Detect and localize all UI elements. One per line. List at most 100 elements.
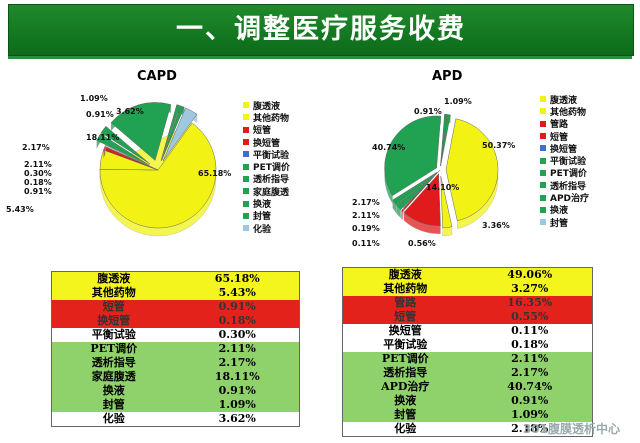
legend-label: 换液 [253,200,272,211]
legend-label: 腹透液 [253,101,281,112]
table-cell-label: 换短管 [97,314,131,327]
legend-item: 腹透液 [243,99,290,112]
table-cell-value: 0.18% [218,314,256,327]
pie-data-label: 1.09% [444,97,472,106]
table-cell-label: PET调价 [90,342,138,355]
pie-slice [384,115,441,196]
legend-swatch [243,151,249,158]
table-cell-label: 透析指导 [91,356,136,369]
legend-swatch [540,219,546,226]
legend-swatch [540,120,546,127]
pie-slice [162,107,198,162]
table-row: 家庭腹透 18.11% [51,370,300,384]
table-cell-label: 封管 [394,408,417,421]
pie-slice-side [401,210,403,221]
table-cell-label: PET调价 [381,352,429,365]
capd-cost-table: 腹透液 65.18% 其他药物 5.43% 短管 0.91% 换短管 0.18% 平衡试验 0.3… [51,271,300,427]
table-cell-value: 0.30% [218,328,256,341]
table-cell-value: 40.74% [507,380,553,393]
pie-data-label: 0.11% [352,239,380,248]
table-cell-label: 换液 [102,384,125,397]
table-row: 换液 0.91% [51,384,300,398]
legend-item: 换短管 [540,142,589,155]
table-cell-value: 2.11% [218,342,256,355]
table-cell-label: 腹透液 [97,272,131,285]
table-row: 透析指导 2.17% [51,356,300,370]
legend-swatch [243,139,249,146]
legend-label: 短管 [253,126,272,137]
legend-item: PET调价 [540,167,589,179]
legend-label: APD治疗 [550,194,590,205]
table-row: 封管 1.09% [51,398,300,412]
table-row: 腹透液 49.06% [342,267,593,282]
legend-swatch [243,102,249,109]
table-row: PET调价 2.11% [342,352,593,366]
table-cell-value: 1.09% [218,398,256,411]
legend-item: 换液 [540,204,589,216]
legend-label: 管路 [550,120,569,131]
table-row: 换短管 0.11% [342,324,593,338]
pie-data-label: 0.91% [414,107,442,116]
title-underline [8,56,632,59]
pie-slice [445,118,499,221]
pie-data-label: 3.62% [116,107,144,116]
table-cell-value: 3.62% [218,412,256,425]
legend-item: 封管 [243,210,290,222]
pie-data-label: 14.10% [426,183,459,192]
legend-label: 换液 [550,206,569,217]
table-cell-label: 化验 [102,412,125,425]
table-cell-label: 腹透液 [388,268,422,281]
legend-swatch [540,145,546,152]
legend-swatch [540,206,546,213]
legend-swatch [243,225,249,232]
table-cell-label: 家庭腹透 [91,370,136,383]
legend-item: 其他药物 [540,105,589,118]
apd-chart-title: APD [432,69,463,84]
table-cell-label: 管路 [394,296,417,309]
legend-label: 透析指导 [253,175,290,186]
legend-label: PET调价 [550,169,587,180]
title-banner: 一、调整医疗服务收费 [8,4,634,56]
table-cell-label: 短管 [102,300,125,313]
table-row: PET调价 2.11% [51,342,300,356]
pie-data-label: 0.91% [86,110,114,119]
table-cell-value: 0.91% [218,384,256,397]
table-cell-value: 3.27% [511,282,549,295]
table-cell-label: 短管 [394,310,417,323]
table-cell-value: 0.91% [218,300,256,313]
table-row: 短管 0.91% [51,300,300,314]
pie-data-label: 3.36% [482,221,510,230]
pie-slice [161,105,185,161]
legend-swatch [540,182,546,189]
table-row: 化验 2.18% [342,422,593,437]
legend-swatch [243,175,249,182]
legend-label: 平衡试验 [550,157,587,168]
pie-data-label: 2.17% [22,143,50,152]
legend-item: PET调价 [243,160,290,173]
legend-swatch [540,96,546,103]
legend-swatch [243,114,249,121]
table-cell-label: 其他药物 [91,286,136,299]
pie-slice-side [396,204,401,219]
pie-data-label: 18.11% [86,133,119,142]
pie-data-label: 5.43% [6,205,34,214]
legend-item: 家庭腹透 [243,185,290,198]
pie-data-label: 0.19% [352,224,380,233]
legend-item: 透析指导 [540,179,589,192]
table-cell-label: 换短管 [388,324,422,337]
page-title: 一、调整医疗服务收费 [176,14,466,45]
legend-swatch [243,188,249,195]
table-row: APD治疗 40.74% [342,380,593,394]
table-cell-label: 平衡试验 [91,328,136,341]
watermark: 301腹膜透析中心 [522,422,620,436]
legend-item: 短管 [540,130,589,143]
pie-data-label: 2.11% [24,160,52,169]
pie-data-label: 2.11% [352,211,380,220]
legend-label: 平衡试验 [253,150,290,161]
legend-label: 封管 [253,212,272,223]
pie-slice [96,133,150,166]
table-cell-value: 5.43% [218,286,256,299]
pie-slice [392,172,437,206]
table-cell-label: APD治疗 [381,380,430,393]
